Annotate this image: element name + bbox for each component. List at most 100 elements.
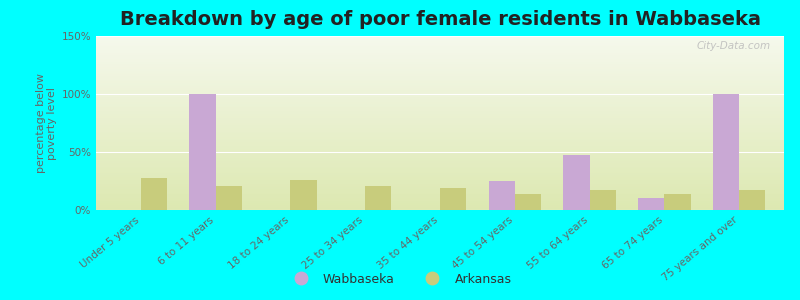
Bar bbox=[96, 114, 784, 116]
Bar bbox=[96, 130, 784, 132]
Bar bbox=[96, 200, 784, 201]
Bar bbox=[96, 198, 784, 200]
Bar bbox=[96, 188, 784, 189]
Bar bbox=[96, 93, 784, 95]
Bar bbox=[96, 165, 784, 167]
Bar bbox=[96, 147, 784, 149]
Bar bbox=[96, 62, 784, 64]
Bar bbox=[96, 139, 784, 140]
Bar bbox=[96, 64, 784, 66]
Bar bbox=[96, 76, 784, 78]
Bar bbox=[96, 154, 784, 156]
Bar bbox=[96, 55, 784, 57]
Bar bbox=[96, 123, 784, 125]
Bar bbox=[96, 104, 784, 106]
Bar bbox=[366, 186, 391, 210]
Bar bbox=[440, 188, 466, 210]
Bar bbox=[96, 106, 784, 107]
Bar bbox=[96, 109, 784, 111]
Bar bbox=[96, 189, 784, 191]
Bar bbox=[96, 92, 784, 93]
Bar bbox=[96, 78, 784, 80]
Bar bbox=[96, 134, 784, 135]
Text: City-Data.com: City-Data.com bbox=[696, 41, 770, 51]
Title: Breakdown by age of poor female residents in Wabbaseka: Breakdown by age of poor female resident… bbox=[119, 10, 761, 29]
Bar bbox=[96, 97, 784, 99]
Bar bbox=[96, 180, 784, 182]
Bar bbox=[96, 116, 784, 118]
Bar bbox=[96, 135, 784, 137]
Bar bbox=[96, 208, 784, 210]
Bar bbox=[96, 43, 784, 45]
Bar bbox=[96, 158, 784, 160]
Bar bbox=[190, 94, 216, 210]
Bar bbox=[96, 127, 784, 128]
Bar bbox=[96, 184, 784, 186]
Bar bbox=[96, 66, 784, 67]
Bar bbox=[96, 163, 784, 165]
Bar bbox=[96, 111, 784, 112]
Bar bbox=[96, 151, 784, 153]
Bar bbox=[664, 194, 690, 210]
Bar bbox=[590, 190, 616, 210]
Bar bbox=[96, 156, 784, 158]
Bar bbox=[96, 107, 784, 109]
Bar bbox=[96, 128, 784, 130]
Bar bbox=[96, 95, 784, 97]
Bar bbox=[96, 74, 784, 76]
Bar bbox=[96, 45, 784, 46]
Bar bbox=[713, 94, 739, 210]
Bar bbox=[141, 178, 167, 210]
Bar bbox=[96, 36, 784, 38]
Bar bbox=[638, 198, 664, 210]
Bar bbox=[96, 170, 784, 172]
Bar bbox=[96, 144, 784, 146]
Bar bbox=[96, 99, 784, 100]
Bar bbox=[96, 71, 784, 73]
Bar bbox=[96, 186, 784, 188]
Bar bbox=[96, 85, 784, 86]
Bar bbox=[96, 46, 784, 48]
Bar bbox=[96, 118, 784, 119]
Bar bbox=[96, 53, 784, 55]
Bar bbox=[489, 181, 514, 210]
Bar bbox=[96, 38, 784, 40]
Bar bbox=[96, 206, 784, 208]
Bar bbox=[96, 50, 784, 52]
Bar bbox=[96, 194, 784, 196]
Bar bbox=[96, 52, 784, 53]
Bar bbox=[96, 102, 784, 104]
Bar bbox=[96, 173, 784, 175]
Bar bbox=[96, 179, 784, 180]
Bar bbox=[96, 67, 784, 69]
Bar bbox=[96, 73, 784, 74]
Bar bbox=[96, 142, 784, 144]
Bar bbox=[96, 140, 784, 142]
Bar bbox=[96, 146, 784, 147]
Bar bbox=[96, 58, 784, 60]
Bar bbox=[290, 180, 317, 210]
Bar bbox=[96, 201, 784, 203]
Bar bbox=[96, 57, 784, 58]
Bar bbox=[563, 155, 590, 210]
Bar bbox=[96, 182, 784, 184]
Bar bbox=[96, 60, 784, 62]
Bar bbox=[96, 132, 784, 134]
Bar bbox=[96, 125, 784, 127]
Bar bbox=[96, 41, 784, 43]
Bar bbox=[96, 69, 784, 71]
Bar bbox=[514, 194, 541, 210]
Bar bbox=[96, 193, 784, 194]
Bar bbox=[96, 88, 784, 90]
Bar bbox=[96, 167, 784, 168]
Bar bbox=[96, 86, 784, 88]
Bar bbox=[96, 191, 784, 193]
Bar bbox=[216, 186, 242, 210]
Bar bbox=[96, 196, 784, 198]
Bar bbox=[96, 48, 784, 50]
Bar bbox=[96, 90, 784, 92]
Bar bbox=[96, 137, 784, 139]
Bar bbox=[96, 153, 784, 154]
Bar bbox=[739, 190, 766, 210]
Bar bbox=[96, 100, 784, 102]
